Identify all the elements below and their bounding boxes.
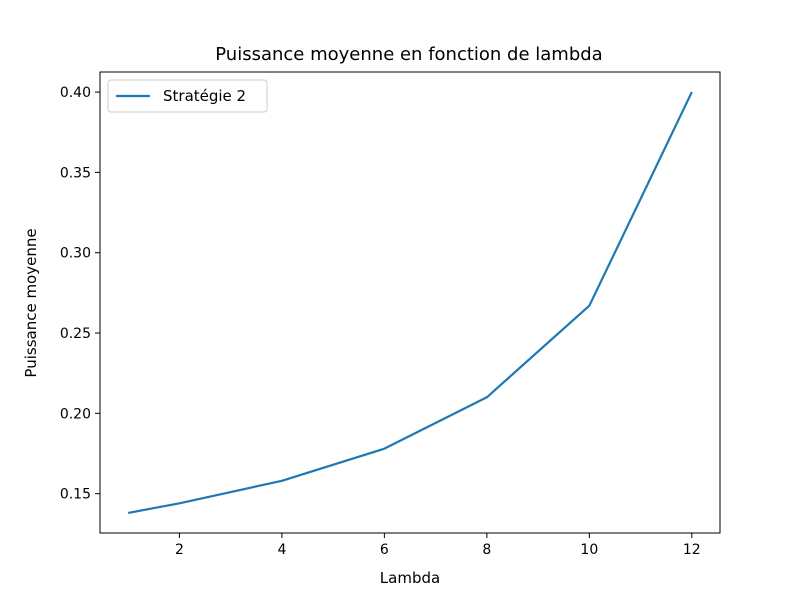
- plot-area: [99, 71, 721, 534]
- x-tick-label: 8: [482, 542, 491, 558]
- x-tick-label: 12: [683, 542, 701, 558]
- y-tick-label: 0.35: [60, 165, 91, 181]
- series-layer: [127, 91, 693, 515]
- y-axis-label: Puissance moyenne: [22, 228, 40, 377]
- y-tick-label: 0.20: [60, 406, 91, 422]
- legend-label-strategie-2: Stratégie 2: [163, 87, 246, 105]
- legend-box: [107, 79, 268, 113]
- legend: Stratégie 2: [107, 79, 268, 113]
- x-axis-label: Lambda: [380, 569, 440, 587]
- x-tick-label: 2: [175, 542, 184, 558]
- y-axis: 0.15 0.20 0.25 0.30 0.35 0.40: [60, 85, 100, 503]
- x-tick-label: 4: [277, 542, 286, 558]
- y-tick-label: 0.30: [60, 246, 91, 262]
- series-line-strategie-2: [127, 91, 693, 515]
- x-tick-label: 6: [380, 542, 389, 558]
- chart-title: Puissance moyenne en fonction de lambda: [215, 44, 602, 65]
- y-tick-label: 0.25: [60, 326, 91, 342]
- x-axis: 2 4 6 8 10 12: [175, 533, 701, 558]
- y-tick-label: 0.40: [60, 85, 91, 101]
- x-tick-label: 10: [580, 542, 598, 558]
- y-tick-label: 0.15: [60, 487, 91, 503]
